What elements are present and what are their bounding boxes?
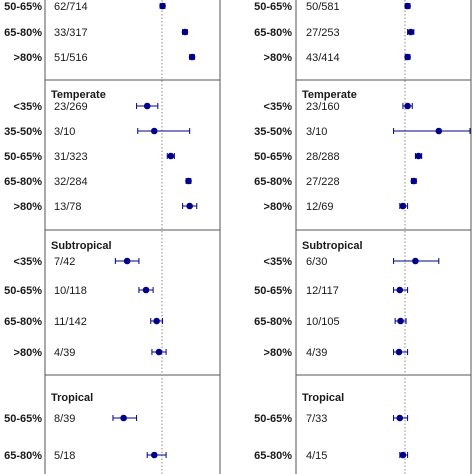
category-label: >80% (264, 52, 293, 64)
count-label: 27/253 (306, 27, 340, 39)
point-estimate (185, 177, 192, 185)
category-label: 65-80% (4, 176, 42, 188)
category-label: >80% (264, 201, 293, 213)
point-estimate (404, 2, 411, 10)
point-estimate (181, 28, 189, 36)
point-estimate (150, 451, 158, 459)
category-label: 50-65% (4, 285, 42, 297)
category-label: <35% (264, 101, 293, 113)
group-header: Tropical (302, 392, 344, 404)
category-label: 65-80% (4, 27, 42, 39)
category-label: <35% (264, 256, 293, 268)
count-label: 4/39 (54, 347, 75, 359)
point-estimate (150, 127, 158, 135)
group-header: Temperate (51, 89, 106, 101)
count-label: 23/269 (54, 101, 88, 113)
point-estimate (142, 286, 150, 294)
count-label: 43/414 (306, 52, 340, 64)
count-label: 27/228 (306, 176, 340, 188)
point-estimate (188, 53, 196, 61)
point-estimate (186, 202, 193, 210)
count-label: 31/323 (54, 151, 88, 163)
group-box (295, 374, 472, 474)
count-label: 5/18 (54, 450, 75, 462)
count-label: 62/714 (54, 1, 88, 13)
point-estimate (167, 152, 175, 160)
category-label: 50-65% (4, 151, 42, 163)
category-label: 65-80% (4, 316, 42, 328)
count-label: 10/105 (306, 316, 340, 328)
point-estimate (159, 2, 166, 10)
category-label: >80% (264, 347, 293, 359)
count-label: 12/69 (306, 201, 334, 213)
point-estimate (396, 414, 404, 422)
point-estimate (120, 414, 127, 422)
category-label: 35-50% (254, 126, 292, 138)
group-header: Temperate (302, 89, 357, 101)
category-label: 35-50% (4, 126, 42, 138)
category-label: <35% (14, 256, 43, 268)
category-label: 50-65% (254, 413, 292, 425)
point-estimate (153, 317, 160, 325)
point-estimate (396, 286, 404, 294)
point-estimate (397, 317, 404, 325)
group-header: Tropical (51, 392, 93, 404)
category-label: <35% (14, 101, 43, 113)
point-estimate (404, 102, 411, 110)
count-label: 33/317 (54, 27, 88, 39)
count-label: 3/10 (54, 126, 75, 138)
category-label: 65-80% (254, 450, 292, 462)
count-label: 11/142 (54, 316, 87, 328)
category-label: 65-80% (254, 176, 292, 188)
category-label: 50-65% (254, 151, 292, 163)
category-label: >80% (14, 201, 43, 213)
point-estimate (404, 53, 411, 61)
count-label: 28/288 (306, 151, 340, 163)
count-label: 4/39 (306, 347, 327, 359)
count-label: 32/284 (54, 176, 88, 188)
category-label: 65-80% (254, 316, 292, 328)
category-label: 50-65% (254, 1, 292, 13)
point-estimate (399, 451, 407, 459)
point-estimate (123, 257, 131, 265)
point-estimate (435, 127, 443, 135)
point-estimate (143, 102, 151, 110)
count-label: 23/160 (306, 101, 340, 113)
point-estimate (399, 202, 407, 210)
count-label: 6/30 (306, 256, 327, 268)
count-label: 10/118 (54, 285, 87, 297)
category-label: 50-65% (4, 413, 42, 425)
count-label: 3/10 (306, 126, 327, 138)
category-label: 50-65% (4, 1, 42, 13)
count-label: 51/516 (54, 52, 88, 64)
group-header: Subtropical (51, 240, 112, 252)
category-label: >80% (14, 347, 43, 359)
count-label: 7/42 (54, 256, 75, 268)
category-label: >80% (14, 52, 43, 64)
count-label: 4/15 (306, 450, 327, 462)
group-header: Subtropical (302, 240, 363, 252)
count-label: 50/581 (306, 1, 340, 13)
count-label: 7/33 (306, 413, 327, 425)
point-estimate (415, 152, 422, 160)
count-label: 13/78 (54, 201, 82, 213)
category-label: 65-80% (254, 27, 292, 39)
category-label: 65-80% (4, 450, 42, 462)
point-estimate (410, 177, 418, 185)
count-label: 12/117 (306, 285, 339, 297)
group-box (44, 374, 221, 474)
category-label: 50-65% (254, 285, 292, 297)
point-estimate (412, 257, 419, 265)
point-estimate (155, 348, 163, 356)
point-estimate (407, 28, 415, 36)
count-label: 8/39 (54, 413, 75, 425)
point-estimate (395, 348, 403, 356)
